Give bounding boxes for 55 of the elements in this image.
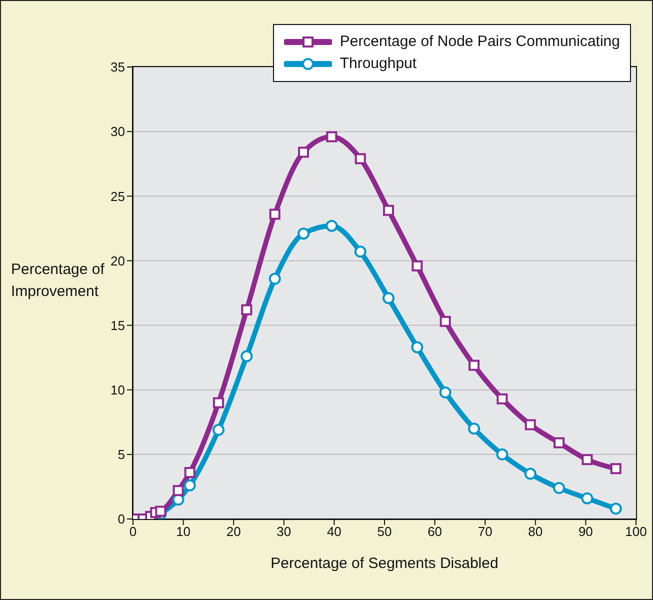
x-tick-label: 20: [226, 524, 241, 540]
y-tick-label: 25: [110, 188, 125, 204]
legend-label: Percentage of Node Pairs Communicating: [340, 33, 620, 50]
point: [496, 448, 508, 460]
point: [184, 467, 196, 478]
point: [326, 131, 338, 142]
point: [468, 360, 480, 371]
y-tick-label: 10: [110, 382, 125, 398]
x-tick-label: 30: [276, 524, 292, 540]
y-tick-label: 15: [110, 318, 125, 333]
x-tick-label: 60: [428, 524, 442, 540]
x-tick-label: 40: [326, 524, 342, 540]
x-tick-label: 10: [176, 524, 191, 540]
point: [382, 292, 395, 304]
point: [240, 350, 253, 362]
point: [582, 454, 593, 466]
point: [269, 208, 280, 220]
point: [610, 463, 622, 474]
point: [184, 479, 196, 492]
point: [440, 316, 451, 327]
point: [354, 153, 366, 164]
x-tick-label: 50: [377, 524, 392, 540]
point: [524, 419, 536, 430]
point: [298, 228, 310, 240]
point: [468, 422, 480, 435]
y-tick-label: 0: [118, 512, 125, 527]
x-tick-label: 90: [578, 524, 593, 540]
point: [172, 485, 184, 496]
point: [496, 393, 508, 404]
point: [411, 341, 424, 354]
point: [268, 272, 281, 285]
point: [383, 204, 394, 216]
point: [554, 437, 565, 448]
point: [581, 492, 594, 504]
point: [326, 220, 338, 232]
x-tick-label: 0: [129, 524, 137, 540]
point: [354, 246, 366, 258]
y-tick-label: 5: [118, 447, 125, 462]
x-tick-label: 80: [528, 524, 543, 540]
legend-label: Throughput: [340, 55, 417, 72]
point: [439, 386, 452, 398]
y-tick-label: 20: [110, 253, 125, 268]
point: [524, 468, 536, 480]
point: [212, 424, 225, 436]
point: [298, 146, 310, 158]
point: [412, 260, 423, 272]
point: [213, 397, 224, 408]
x-tick-label: 70: [478, 524, 492, 540]
y-tick-label: 35: [110, 60, 125, 75]
point: [610, 502, 622, 515]
x-tick-label: 100: [625, 524, 647, 540]
point: [241, 304, 252, 316]
y-tick-label: 30: [110, 124, 125, 140]
point: [553, 482, 566, 494]
x-axis-title: Percentage of Segments Disabled: [270, 555, 500, 572]
